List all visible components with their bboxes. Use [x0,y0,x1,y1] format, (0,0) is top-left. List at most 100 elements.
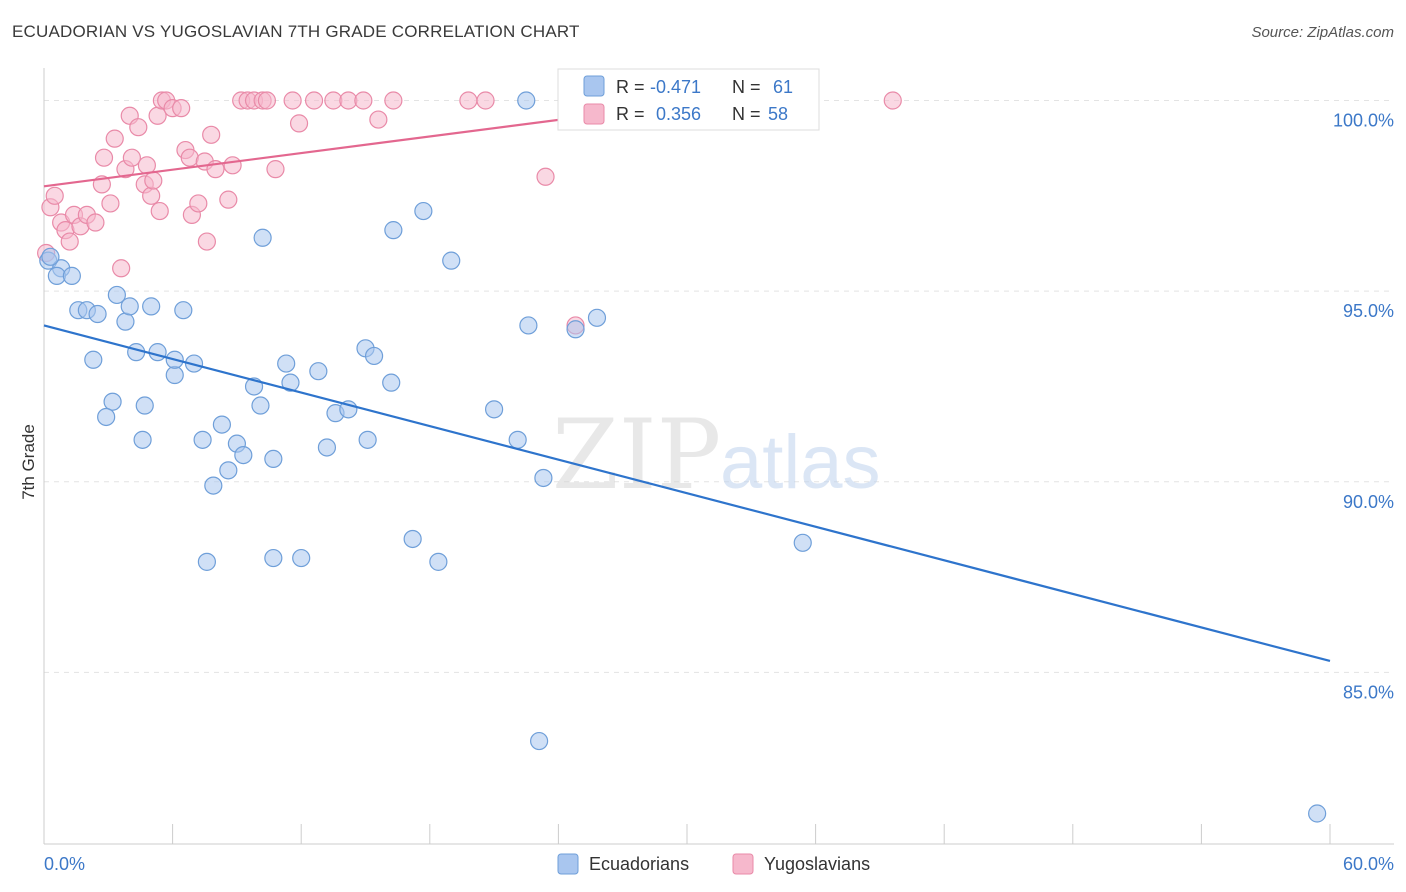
trend-lines [43,99,1331,663]
yugoslavians-point [354,91,373,110]
yugoslavians-point [86,213,105,232]
yugoslavians-point [180,148,199,167]
ecuadorians-point [566,320,585,339]
stats-r-label-pink: R = [616,104,645,124]
ecuadorians-point [309,362,328,381]
yugoslavians-point [219,190,238,209]
stats-n-value-pink: 58 [768,104,788,124]
ecuadorians-point [277,354,296,373]
ecuadorians-point [364,346,384,366]
ecuadorians-point [530,731,549,751]
ecuadorians-point [107,285,126,305]
yugoslavians-point [304,91,324,110]
yugoslavians-point [883,91,902,110]
y-tick-label: 90.0% [1343,492,1394,512]
stats-n-label-blue: N = [732,77,761,97]
yugoslavians-point [384,91,403,110]
ecuadorians-point [197,552,216,571]
stats-r-value-blue: -0.471 [650,77,701,97]
y-axis-label: 7th Grade [19,424,38,500]
x-tick-label-max: 60.0% [1343,854,1394,874]
ecuadorians-points [39,91,1327,823]
ecuadorians-point [384,221,403,240]
series-legend-swatch-ecuadorians [557,853,579,875]
yugoslavians-point [266,160,285,179]
ecuadorians-point [103,392,122,411]
ecuadorians-point [234,445,253,465]
yugoslavians-point [112,259,131,278]
ecuadorians-point [793,533,812,552]
series-legend-swatch-yugoslavians [732,853,754,875]
stats-legend-swatch-blue [583,75,605,97]
ecuadorians-point [414,201,433,221]
yugoslavians-point [142,186,161,205]
series-legend-label-ecuadorians: Ecuadorians [589,854,689,874]
ecuadorians-point [253,228,272,247]
yugoslavians-point [223,156,242,175]
yugoslavians-point [283,91,302,110]
ecuadorians-point [442,251,461,270]
watermark-atlas: atlas [720,420,881,505]
yugoslavians-point [45,186,64,205]
yugoslavians-point [144,171,163,190]
yugoslavians-point [148,106,167,125]
ecuadorians-point [219,461,238,480]
yugoslavians-point [257,91,277,110]
ecuadorians-point [212,415,231,434]
axes [43,68,1394,845]
series-legend-label-yugoslavians: Yugoslavians [764,854,870,874]
watermark-zip: ZIP [552,399,721,511]
stats-r-value-pink: 0.356 [656,104,701,124]
ecuadorians-point [264,449,283,469]
ecuadorians-point [133,430,152,449]
yugoslavians-point [172,99,191,118]
yugoslavians-point [122,148,141,167]
ecuadorians-point [41,247,60,266]
yugoslavians-point [476,91,495,110]
ecuadorians-point [382,373,401,392]
ecuadorians-point [120,297,139,316]
ecuadorians-point [62,266,81,285]
ecuadorians-point [148,343,167,362]
y-tick-label: 95.0% [1343,301,1394,321]
yugoslavians-point [202,125,221,144]
ecuadorians-point [485,400,504,419]
ecuadorians-point [317,438,337,457]
ecuadorians-point [116,312,135,331]
ecuadorians-point [135,396,154,415]
stats-r-label-blue: R = [616,77,645,97]
y-tick-labels: 85.0% 90.0% 95.0% 100.0% [1333,111,1394,703]
yugoslavians-point [101,194,120,213]
ecuadorians-point [517,91,536,110]
ecuadorians-point [519,316,538,335]
ecuadorians-point [281,373,300,392]
ecuadorians-point [142,297,161,316]
yugoslavians-point [459,91,478,110]
yugoslavians-point [94,148,114,167]
yugoslavians-point [536,167,555,186]
ecuadorians-point [534,468,553,488]
ecuadorians-point [264,548,283,568]
ecuadorians-point [84,350,103,369]
x-tick-label-min: 0.0% [44,854,85,874]
stats-n-value-blue: 61 [773,77,793,97]
yugoslavians-point [369,110,388,129]
stats-n-label-pink: N = [732,104,761,124]
watermark: ZIP atlas [552,399,881,511]
ecuadorians-point [193,430,212,449]
ecuadorians-point [292,548,311,568]
ecuadorians-point [251,396,270,415]
yugoslavians-point [189,194,208,213]
stats-legend-swatch-pink [583,103,605,125]
chart-title: ECUADORIAN VS YUGOSLAVIAN 7TH GRADE CORR… [12,22,580,41]
yugoslavians-point [105,129,124,148]
ecuadorians-point [403,529,422,549]
series-legend: Ecuadorians Yugoslavians [557,853,870,875]
ecuadorians-point [174,301,193,320]
ecuadorians-point [508,430,527,449]
ecuadorians-point [88,304,107,324]
yugoslavians-point [60,232,79,251]
yugoslavians-point [150,201,169,221]
ecuadorians-point [1308,804,1327,823]
